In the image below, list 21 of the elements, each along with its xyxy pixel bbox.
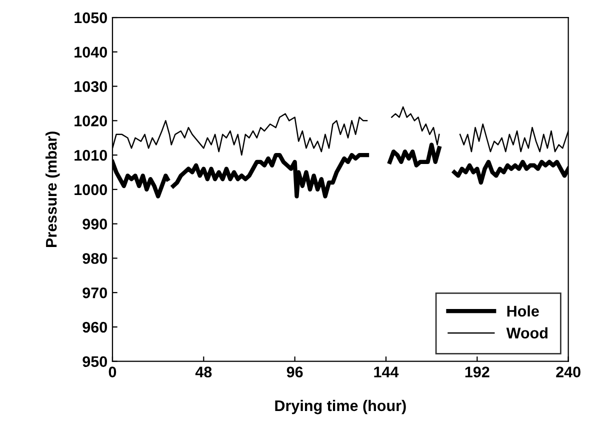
legend-label: Wood (506, 327, 548, 338)
y-tick-label: 1000 (74, 184, 107, 196)
y-tick-label: 960 (82, 322, 107, 333)
x-axis-title: Drying time (hour) (275, 400, 406, 414)
y-tick-label: 990 (82, 218, 107, 230)
y-axis-title: Pressure (mbar) (46, 132, 60, 247)
x-tick-label: 48 (195, 366, 212, 378)
y-tick-label: 1010 (74, 150, 107, 161)
x-tick-label: 0 (108, 366, 116, 378)
y-tick-label: 1030 (74, 81, 107, 92)
x-tick-label: 144 (374, 366, 399, 378)
legend-label: Hole (507, 305, 539, 317)
x-tick-label: 192 (465, 366, 490, 378)
x-tick-label: 96 (286, 366, 303, 378)
y-tick-label: 1020 (74, 116, 107, 126)
y-tick-label: 950 (82, 356, 107, 368)
y-tick-label: 1050 (74, 12, 107, 24)
y-tick-label: 970 (82, 287, 107, 298)
y-tick-label: 1040 (74, 46, 107, 58)
y-tick-label: 980 (82, 253, 107, 264)
x-tick-label: 240 (556, 366, 580, 378)
